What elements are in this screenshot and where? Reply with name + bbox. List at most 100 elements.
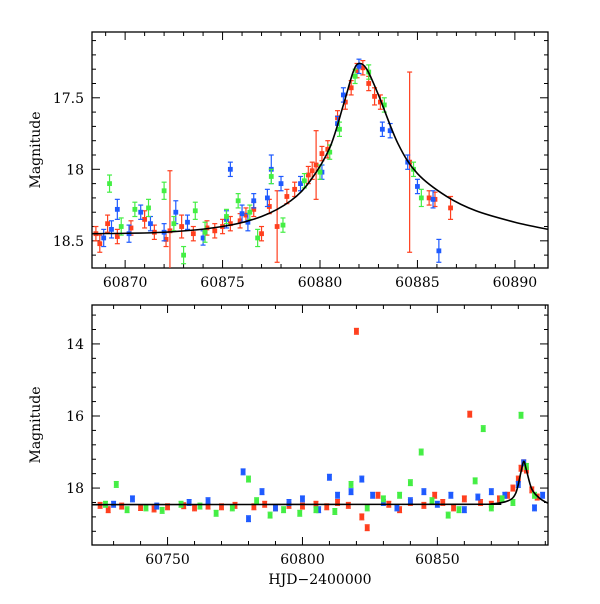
point-marker [281, 507, 286, 513]
point-marker [130, 496, 135, 502]
point-marker [240, 469, 246, 475]
point-marker [143, 505, 149, 511]
point-marker [297, 510, 303, 516]
data-point [364, 524, 370, 532]
point-marker [181, 503, 187, 509]
data-point [480, 425, 486, 433]
point-marker [448, 205, 453, 211]
x-tick-label: 60880 [298, 275, 343, 291]
point-marker [381, 496, 386, 502]
point-marker [421, 502, 427, 508]
point-marker [415, 184, 420, 189]
point-marker [109, 226, 114, 232]
point-marker [181, 252, 186, 258]
x-tick-label: 60850 [415, 552, 460, 568]
point-marker [165, 504, 170, 510]
point-marker [359, 514, 365, 520]
point-marker [532, 492, 537, 498]
data-point [129, 495, 135, 503]
data-point [190, 225, 196, 242]
point-marker [387, 128, 393, 134]
point-marker [239, 211, 245, 217]
point-marker [101, 235, 107, 241]
point-marker [235, 198, 241, 204]
data-point [380, 495, 386, 503]
data-point [264, 188, 270, 208]
point-marker [372, 93, 377, 99]
data-point [451, 504, 457, 512]
point-marker [298, 181, 303, 187]
point-marker [397, 507, 402, 513]
point-marker [300, 496, 305, 502]
point-marker [370, 492, 376, 498]
plot-area-bottom [92, 327, 548, 532]
data-point [245, 475, 251, 483]
data-point [488, 504, 494, 512]
point-marker [327, 149, 333, 155]
data-point [147, 215, 153, 232]
point-marker [440, 500, 446, 505]
point-marker [510, 500, 516, 505]
point-marker [148, 221, 153, 227]
panel-bottom: 60750 60800 60850 14 16 18 Magnitude HJD−240000… [28, 304, 549, 588]
point-marker [448, 492, 454, 498]
point-marker [502, 492, 508, 498]
model-curve [92, 460, 548, 506]
point-marker [480, 426, 486, 432]
point-marker [436, 248, 442, 254]
point-marker [124, 507, 130, 513]
point-marker [345, 502, 351, 508]
point-marker [205, 498, 211, 504]
point-marker [192, 208, 198, 214]
point-marker [364, 525, 370, 531]
point-marker [309, 168, 315, 174]
y-tick-label: 14 [66, 337, 84, 353]
point-marker [113, 482, 119, 487]
point-marker [138, 505, 143, 510]
point-marker [142, 216, 148, 222]
data-point [268, 168, 274, 185]
data-point [132, 201, 138, 218]
data-point [418, 448, 424, 456]
point-marker [197, 503, 203, 509]
point-marker [407, 480, 413, 486]
point-marker [185, 219, 190, 225]
point-marker [192, 505, 197, 511]
point-marker [354, 328, 359, 334]
point-marker [167, 228, 173, 234]
point-marker [359, 476, 365, 482]
point-marker [171, 221, 177, 227]
data-point [227, 161, 233, 178]
data-point [274, 190, 280, 263]
data-point [345, 501, 351, 509]
point-marker [335, 500, 340, 505]
data-point [292, 181, 298, 198]
data-point [370, 491, 376, 499]
data-point [432, 491, 438, 499]
data-point [510, 498, 516, 506]
x-axis-label: HJD−2400000 [268, 572, 371, 588]
point-marker [138, 209, 144, 215]
point-marker [499, 496, 505, 502]
panel-top: 60870 60875 60880 60885 60890 17.5 18 18.5 Magni… [28, 31, 549, 291]
data-point [184, 214, 190, 230]
point-marker [348, 482, 354, 487]
data-point [223, 208, 229, 225]
point-marker [352, 73, 358, 79]
point-marker [325, 146, 331, 152]
point-marker [378, 99, 383, 105]
point-marker [254, 498, 259, 504]
data-point [472, 477, 478, 485]
data-point [192, 201, 198, 220]
point-marker [375, 492, 381, 498]
point-marker [505, 492, 510, 498]
y-tick-label: 18.5 [53, 234, 84, 250]
point-marker [461, 507, 467, 513]
data-point [192, 504, 198, 512]
point-marker [186, 500, 192, 505]
data-point [297, 509, 303, 517]
point-marker [432, 492, 438, 498]
data-point [375, 491, 381, 499]
data-point [532, 504, 538, 512]
data-point [280, 217, 286, 233]
